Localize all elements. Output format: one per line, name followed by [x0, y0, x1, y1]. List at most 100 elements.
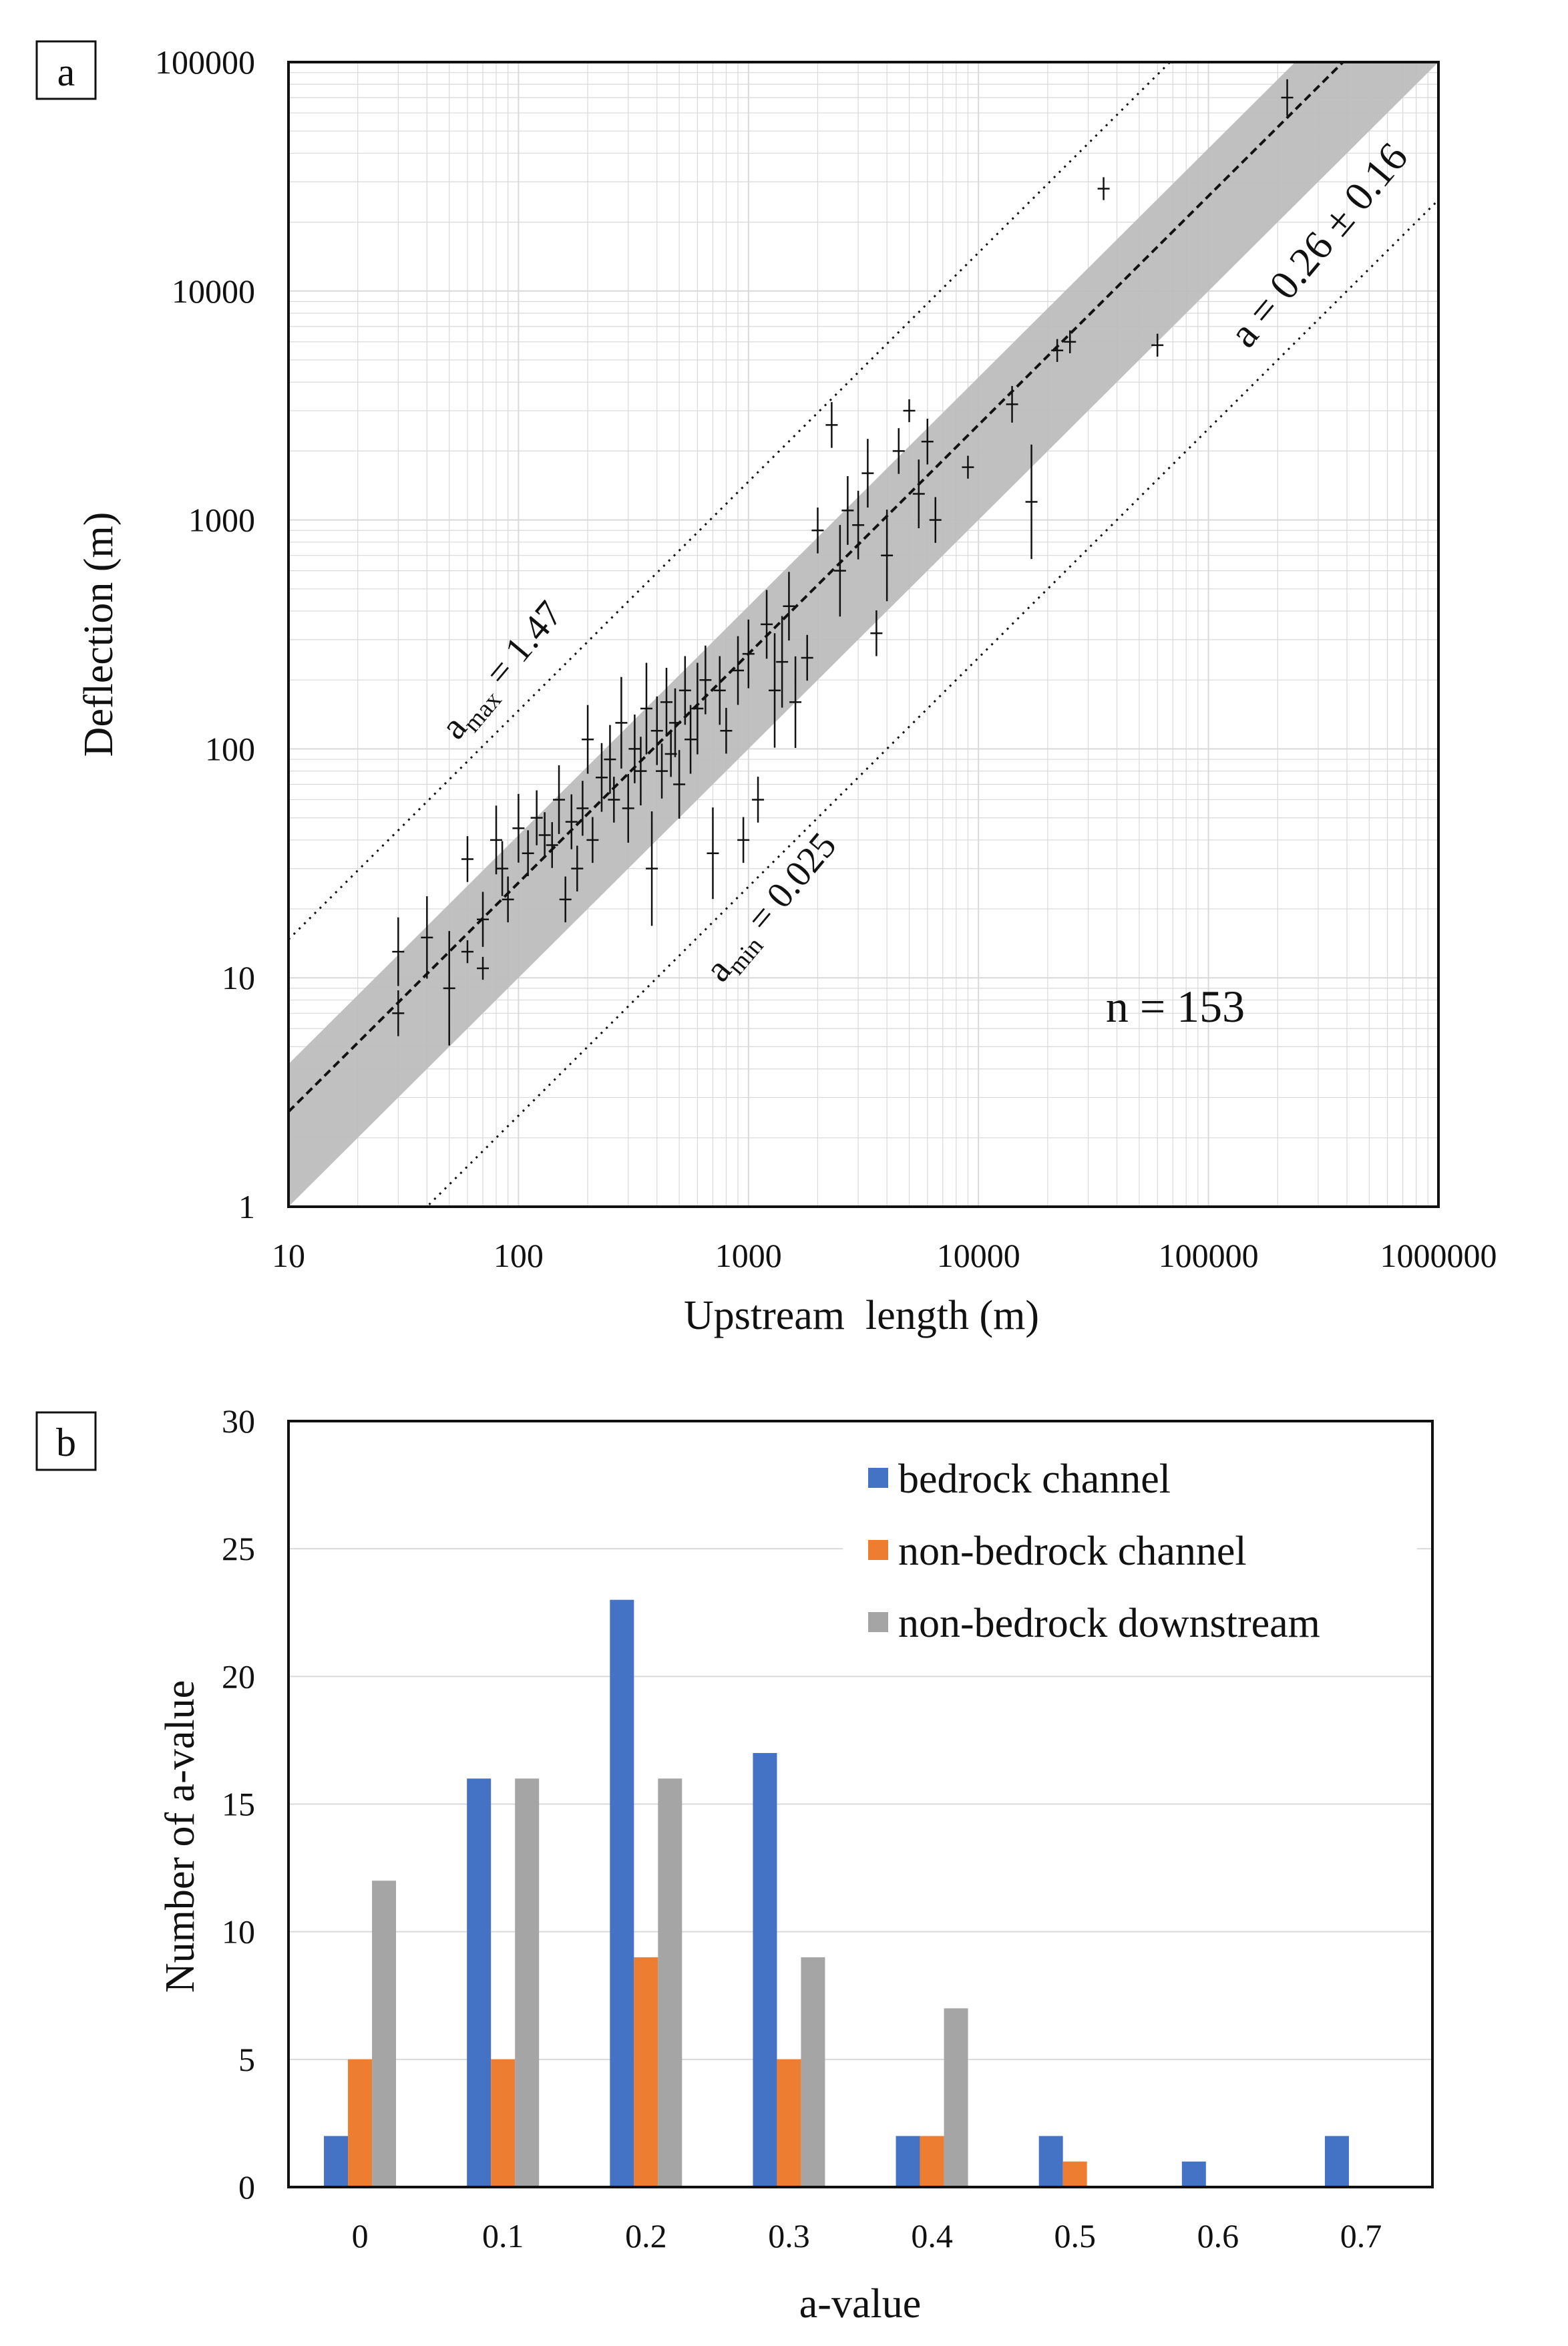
data-point	[737, 817, 750, 863]
data-point	[392, 990, 405, 1036]
data-point	[761, 590, 773, 659]
y-tick-label: 10000	[172, 272, 255, 310]
data-point	[801, 634, 813, 681]
data-point	[650, 696, 663, 765]
data-point	[656, 743, 668, 799]
legend-background	[843, 1442, 1417, 1663]
data-point	[1097, 177, 1110, 200]
amax-label-suffix: = 1.47	[471, 594, 571, 701]
data-point	[582, 705, 594, 774]
y-tick-label: 100	[205, 730, 255, 767]
data-point	[841, 475, 854, 545]
bar-bedrock-channel	[1038, 2136, 1063, 2187]
data-point	[811, 508, 824, 554]
x-tick-label: 0	[352, 2217, 369, 2255]
data-point	[496, 841, 509, 896]
data-point	[640, 662, 652, 755]
x-tick-label: 100000	[1159, 1237, 1259, 1274]
data-point	[1064, 330, 1076, 353]
bar-non-bedrock-downstream	[515, 1778, 540, 2187]
bar-non-bedrock-downstream	[372, 1881, 397, 2187]
bar-non-bedrock-channel	[920, 2136, 944, 2187]
y-tick-label: 20	[222, 1657, 255, 1695]
x-tick-label: 10	[272, 1237, 305, 1274]
bar-bedrock-channel	[753, 1753, 777, 2187]
sample-count-label: n = 153	[1106, 981, 1245, 1032]
data-point	[490, 805, 503, 875]
amin-line	[425, 199, 1438, 1207]
panel-b-y-axis-label: Number of a-value	[158, 1680, 203, 1993]
data-point	[628, 714, 641, 783]
bar-bedrock-channel	[324, 2136, 349, 2187]
panel-b-label-box	[35, 1411, 97, 1471]
bar-non-bedrock-downstream	[801, 1957, 825, 2187]
data-point	[461, 940, 473, 964]
bar-non-bedrock-channel	[348, 2059, 373, 2187]
panel-a-plot-frame	[287, 61, 1440, 1208]
x-tick-label: 0.2	[625, 2217, 667, 2255]
data-point	[707, 807, 719, 900]
data-point	[443, 931, 455, 1046]
data-point	[776, 616, 789, 708]
amax-label: amax = 1.47	[433, 594, 575, 751]
y-tick-label: 1	[238, 1188, 255, 1225]
panel-a-data-points	[392, 79, 1294, 1046]
data-point	[559, 876, 572, 923]
x-tick-label: 0.4	[911, 2217, 953, 2255]
data-point	[720, 707, 733, 754]
data-point	[783, 572, 795, 641]
data-point	[553, 765, 566, 834]
data-point	[1006, 386, 1018, 423]
bar-bedrock-channel	[467, 1778, 492, 2187]
panel-b-y-tick-labels: 0 5 10 15 20 25 30	[222, 1402, 255, 2206]
x-tick-label: 0.3	[768, 2217, 810, 2255]
data-point	[852, 490, 865, 560]
panel-b-label: b	[56, 1420, 76, 1464]
x-tick-label: 0.1	[482, 2217, 524, 2255]
panel-b-bars	[324, 1599, 1349, 2187]
data-point	[903, 399, 916, 423]
y-tick-label: 10	[222, 959, 255, 996]
data-point	[421, 896, 433, 979]
data-point	[565, 794, 578, 849]
panel-a-reference-lines	[288, 62, 1438, 1207]
data-point	[732, 636, 745, 705]
legend-label-non-bedrock-downstream: non-bedrock downstream	[898, 1601, 1320, 1646]
bar-non-bedrock-channel	[491, 2059, 516, 2187]
data-point	[530, 790, 543, 845]
data-point	[673, 750, 686, 819]
data-point	[929, 497, 942, 543]
data-point	[962, 455, 974, 479]
data-point	[881, 510, 894, 602]
y-tick-label: 1000	[188, 502, 255, 539]
legend-label-non-bedrock-channel: non-bedrock channel	[898, 1529, 1247, 1574]
data-point	[586, 817, 599, 863]
panel-b-legend: bedrock channel non-bedrock channel non-…	[843, 1442, 1417, 1663]
data-point	[461, 836, 473, 882]
panel-a-uncertainty-band	[288, 62, 1438, 1207]
fit-line	[288, 62, 1345, 1113]
x-tick-label: 0.5	[1054, 2217, 1096, 2255]
data-point	[678, 656, 691, 725]
legend-swatch-non-bedrock-downstream	[868, 1612, 888, 1632]
data-point	[392, 917, 405, 986]
data-point	[615, 676, 628, 769]
data-point	[699, 645, 712, 715]
x-tick-label: 1000	[715, 1237, 782, 1274]
data-point	[769, 633, 781, 748]
data-point	[538, 812, 551, 858]
panel-b-x-tick-labels: 0 0.1 0.2 0.3 0.4 0.5 0.6 0.7	[352, 2217, 1382, 2255]
data-point	[512, 793, 525, 863]
bar-non-bedrock-channel	[634, 1957, 658, 2187]
x-tick-label: 100	[494, 1237, 544, 1274]
panel-a-y-axis-label: Deflection (m)	[76, 512, 122, 757]
x-tick-label: 10000	[937, 1237, 1020, 1274]
panel-b-x-axis-label: a-value	[799, 2281, 921, 2327]
data-point	[634, 737, 647, 806]
bar-bedrock-channel	[1324, 2136, 1349, 2187]
data-point	[1025, 444, 1038, 560]
bar-bedrock-channel	[1181, 2161, 1206, 2187]
data-point	[546, 822, 558, 868]
bar-bedrock-channel	[610, 1599, 634, 2187]
data-point	[789, 656, 802, 748]
